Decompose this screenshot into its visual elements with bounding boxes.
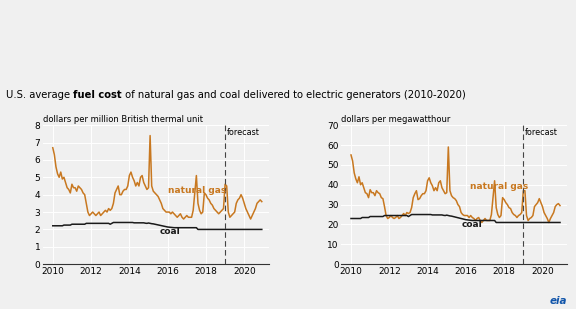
Text: coal: coal (462, 220, 483, 230)
Text: dollars per megawatthour: dollars per megawatthour (342, 115, 451, 124)
Text: forecast: forecast (525, 128, 558, 137)
Text: coal: coal (160, 227, 181, 236)
Text: natural gas: natural gas (168, 186, 226, 195)
Text: U.S. average: U.S. average (6, 91, 73, 100)
Text: natural gas: natural gas (469, 182, 528, 191)
Text: eia: eia (550, 296, 567, 306)
Text: forecast: forecast (226, 128, 260, 137)
Text: fuel cost: fuel cost (73, 91, 122, 100)
Text: dollars per million British thermal unit: dollars per million British thermal unit (43, 115, 203, 124)
Text: of natural gas and coal delivered to electric generators (2010-2020): of natural gas and coal delivered to ele… (122, 91, 465, 100)
